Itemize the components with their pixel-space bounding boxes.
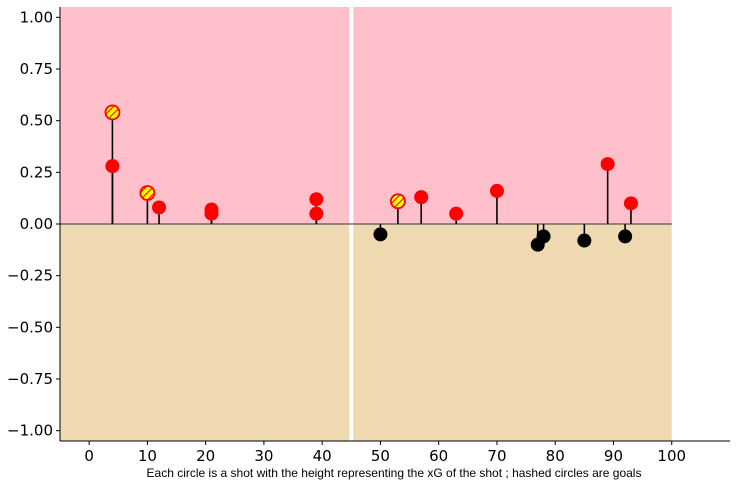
shot-marker	[623, 196, 638, 211]
goal-marker	[390, 193, 406, 210]
shot-marker	[152, 200, 167, 215]
y-tick-label: −1.00	[7, 422, 53, 440]
x-tick-label: 20	[196, 447, 215, 465]
goal-marker	[139, 185, 156, 201]
shot-marker	[414, 190, 429, 205]
shot-marker	[309, 192, 324, 207]
shot-marker	[105, 159, 120, 174]
shot-marker	[600, 157, 615, 172]
shot-marker	[373, 227, 388, 242]
x-tick-label: 80	[546, 447, 565, 465]
x-tick-label: 50	[371, 447, 390, 465]
x-tick-label: 30	[254, 447, 273, 465]
home-half-background	[60, 7, 672, 224]
x-tick-label: 10	[138, 447, 157, 465]
shot-marker	[536, 229, 551, 244]
y-tick-label: 0.75	[20, 60, 53, 78]
y-tick-label: −0.25	[7, 267, 53, 285]
x-tick-label: 60	[429, 447, 448, 465]
shot-marker	[309, 206, 324, 221]
y-tick-label: 1.00	[20, 8, 53, 26]
goal-marker	[104, 104, 121, 121]
x-tick-label: 0	[84, 447, 94, 465]
y-tick-label: 0.00	[20, 215, 53, 233]
away-half-background	[60, 224, 672, 441]
y-tick-label: 0.25	[20, 163, 53, 181]
x-tick-label: 90	[604, 447, 623, 465]
y-tick-label: 0.50	[20, 112, 53, 130]
x-tick-label: 70	[487, 447, 506, 465]
y-tick-label: −0.50	[7, 318, 53, 336]
shot-marker	[618, 229, 633, 244]
shot-marker	[449, 206, 464, 221]
x-axis-caption: Each circle is a shot with the height re…	[147, 466, 642, 480]
x-tick-label: 40	[313, 447, 332, 465]
shot-marker	[489, 183, 504, 198]
shot-marker	[577, 233, 592, 248]
shot-marker	[204, 206, 219, 221]
y-tick-label: −0.75	[7, 370, 53, 388]
x-tick-label: 100	[657, 447, 686, 465]
